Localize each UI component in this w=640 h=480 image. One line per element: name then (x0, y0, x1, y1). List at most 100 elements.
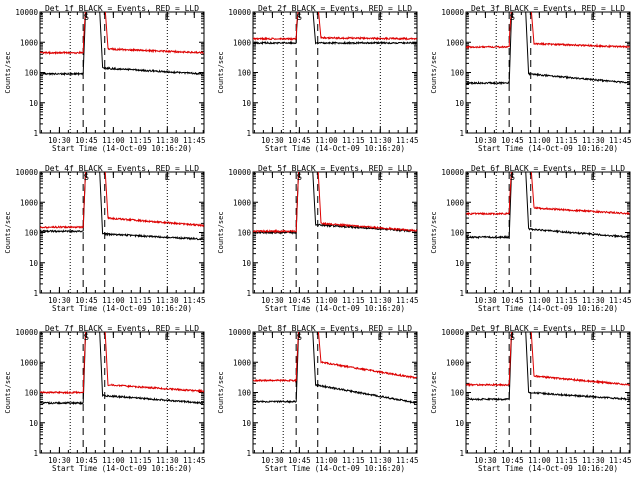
y-axis-label: Counts/sec (4, 51, 12, 93)
x-tick-label: 11:45 (396, 296, 419, 305)
x-axis-label: Start Time (14-Oct-09 10:16:20) (52, 464, 192, 473)
x-tick-label: 11:15 (129, 296, 152, 305)
y-tick-label: 1 (459, 449, 464, 458)
y-tick-label: 10 (455, 419, 465, 428)
series-events-line (99, 332, 204, 405)
y-tick-label: 1 (246, 289, 251, 298)
chart-title: Det 5f BLACK = Events, RED = LLD (258, 164, 412, 173)
chart-title: Det 6f BLACK = Events, RED = LLD (471, 164, 625, 173)
y-axis-label: Counts/sec (217, 211, 225, 253)
y-tick-label: 10 (455, 259, 465, 268)
y-tick-label: 10000 (228, 328, 251, 337)
y-axis-label: Counts/sec (4, 211, 12, 253)
y-tick-label: 1000 (446, 198, 465, 207)
chart-title: Det 8f BLACK = Events, RED = LLD (258, 324, 412, 333)
x-axis-label: Start Time (14-Oct-09 10:16:20) (478, 304, 618, 313)
series-lld-line (318, 12, 417, 41)
x-tick-label: 11:00 (102, 456, 125, 465)
x-tick-label: 11:00 (315, 296, 338, 305)
x-tick-label: 11:30 (156, 296, 179, 305)
chart-panel-1: 1 10 100 1000 10000 10:30 10:45 11:00 11:15 11:30… (4, 4, 206, 153)
chart-title: Det 7f BLACK = Events, RED = LLD (45, 324, 199, 333)
x-tick-label: 11:15 (555, 296, 578, 305)
x-tick-label: 11:30 (156, 136, 179, 145)
y-tick-label: 100 (24, 389, 38, 398)
x-tick-label: 10:45 (75, 136, 98, 145)
chart-title: Det 3f BLACK = Events, RED = LLD (471, 4, 625, 13)
y-tick-label: 1000 (233, 38, 252, 47)
series-lld-line (40, 332, 87, 395)
x-tick-label: 10:30 (474, 456, 497, 465)
series-group (253, 12, 417, 46)
y-tick-label: 10 (29, 99, 39, 108)
marker-e: E (165, 333, 170, 343)
x-tick-label: 10:45 (501, 456, 524, 465)
x-tick-label: 10:30 (474, 296, 497, 305)
series-group (40, 172, 204, 241)
y-tick-label: 10 (29, 259, 39, 268)
marker-e: E (591, 13, 596, 23)
x-tick-label: 11:45 (396, 136, 419, 145)
plot-frame (252, 331, 418, 454)
x-tick-label: 10:45 (75, 456, 98, 465)
series-group (466, 172, 630, 240)
series-group (253, 172, 417, 235)
y-tick-label: 10000 (441, 328, 464, 337)
y-tick-label: 1000 (446, 38, 465, 47)
series-group (40, 12, 204, 77)
marker-s: S (84, 173, 89, 183)
x-tick-label: 11:15 (129, 456, 152, 465)
series-events-line (312, 12, 417, 46)
marker-s: S (297, 13, 302, 23)
series-lld-line (40, 12, 86, 56)
series-lld-line (317, 332, 417, 380)
x-tick-label: 11:00 (528, 456, 551, 465)
series-events-line (253, 12, 299, 46)
y-tick-label: 100 (450, 229, 464, 238)
x-tick-label: 10:45 (501, 136, 524, 145)
series-events-line (99, 12, 204, 76)
x-tick-label: 11:45 (183, 296, 206, 305)
x-tick-label: 11:30 (582, 456, 605, 465)
x-tick-label: 11:15 (342, 136, 365, 145)
marker-e: E (378, 13, 383, 23)
x-tick-label: 11:00 (528, 296, 551, 305)
y-tick-label: 10000 (15, 8, 38, 17)
chart-title: Det 9f BLACK = Events, RED = LLD (471, 324, 625, 333)
series-events-line (253, 332, 300, 404)
marker-e: E (378, 173, 383, 183)
series-lld-line (530, 172, 630, 216)
y-tick-label: 10000 (228, 8, 251, 17)
series-events-line (466, 172, 513, 240)
x-tick-label: 10:30 (474, 136, 497, 145)
x-tick-label: 10:30 (261, 456, 284, 465)
y-tick-label: 1000 (233, 198, 252, 207)
y-tick-label: 1000 (20, 358, 39, 367)
y-tick-label: 10 (242, 99, 252, 108)
series-group (40, 332, 204, 406)
x-tick-label: 10:45 (501, 296, 524, 305)
chart-title: Det 1f BLACK = Events, RED = LLD (45, 4, 199, 13)
y-tick-label: 10000 (441, 168, 464, 177)
y-tick-label: 1 (459, 289, 464, 298)
series-events-line (525, 12, 630, 85)
series-events-line (40, 12, 87, 77)
series-lld-line (104, 332, 204, 394)
y-tick-label: 100 (450, 389, 464, 398)
plot-frame (465, 171, 631, 294)
plot-frame (465, 11, 631, 134)
x-tick-label: 11:00 (315, 456, 338, 465)
x-tick-label: 10:30 (48, 296, 71, 305)
x-tick-label: 11:30 (369, 296, 392, 305)
y-tick-label: 100 (24, 69, 38, 78)
x-tick-label: 10:30 (261, 296, 284, 305)
y-axis-label: Counts/sec (430, 371, 438, 413)
y-axis-label: Counts/sec (4, 371, 12, 413)
marker-s: S (510, 13, 515, 23)
series-events-line (312, 172, 417, 233)
series-events-line (466, 332, 513, 402)
series-group (466, 12, 630, 86)
y-tick-label: 10000 (441, 8, 464, 17)
y-tick-label: 100 (237, 229, 251, 238)
